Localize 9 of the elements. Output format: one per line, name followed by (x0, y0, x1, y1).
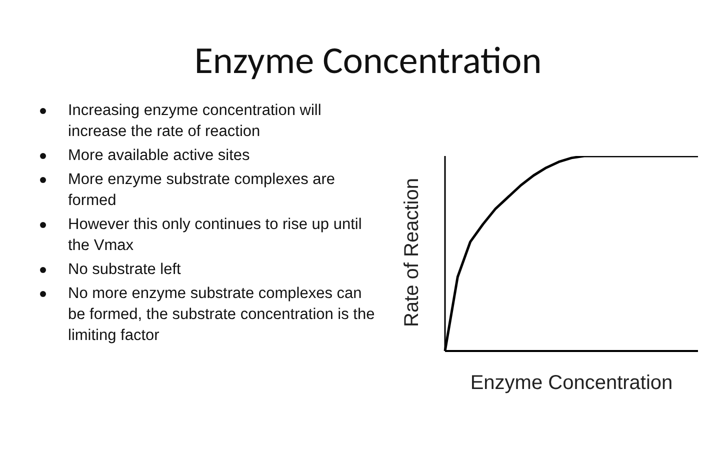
x-axis-title: Enzyme Concentration (470, 372, 673, 394)
text: More enzyme substrate complexes are formed (68, 170, 336, 211)
chart-title: Enzyme Concentration (193, 38, 543, 84)
text: No more enzyme substrate complexes can be formed, the substrate concentration is the limiting factor (68, 284, 376, 346)
y-axis-title: Rate of Reaction (401, 178, 424, 330)
text: More available active sites (68, 146, 251, 166)
text: However this only continues to rise up until the Vmax (68, 215, 363, 256)
text: No substrate left (68, 260, 182, 280)
text: Increasing enzyme concentration will increase the rate of reaction (68, 101, 322, 142)
